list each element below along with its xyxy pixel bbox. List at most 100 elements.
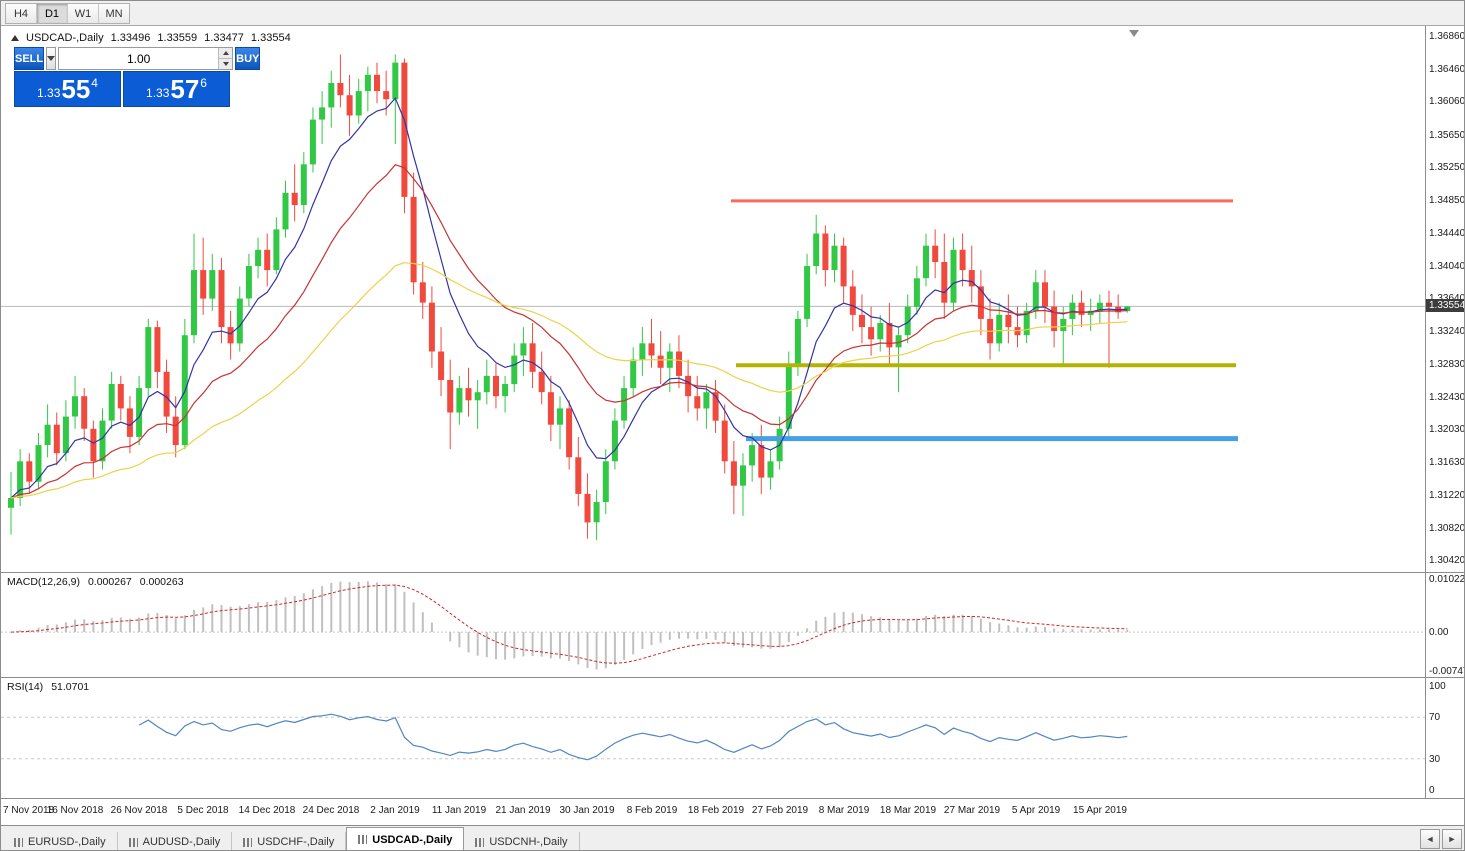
chart-icon xyxy=(128,837,138,847)
current-price-tag: 1.33554 xyxy=(1426,299,1464,312)
chart-title: USDCAD-,Daily 1.33496 1.33559 1.33477 1.… xyxy=(11,32,291,44)
chart-icon xyxy=(243,837,253,847)
main-chart-panel[interactable]: USDCAD-,Daily 1.33496 1.33559 1.33477 1.… xyxy=(1,26,1425,572)
tab-usdcnh-daily[interactable]: USDCNH-,Daily xyxy=(464,832,580,850)
buy-price-display[interactable]: 1.33 57 6 xyxy=(123,71,230,107)
macd-signal-line xyxy=(10,584,1128,664)
tab-usdcad-daily[interactable]: USDCAD-,Daily xyxy=(346,827,465,850)
date-axis-label: 5 Dec 2018 xyxy=(177,805,229,816)
rsi-name: RSI(14) xyxy=(7,681,44,693)
tab-label: AUDUSD-,Daily xyxy=(142,836,221,848)
tab-label: USDCNH-,Daily xyxy=(489,836,568,848)
price-axis-label: 1.33640 xyxy=(1429,293,1464,304)
sell-price-pip: 4 xyxy=(91,76,98,90)
rsi-axis-label: 30 xyxy=(1429,754,1441,765)
rsi-axis-label: 0 xyxy=(1429,785,1435,796)
date-axis-label: 16 Nov 2018 xyxy=(46,805,104,816)
date-axis-label: 14 Dec 2018 xyxy=(238,805,296,816)
tab-label: EURUSD-,Daily xyxy=(28,836,106,848)
rsi-axis-label: 70 xyxy=(1429,712,1441,723)
ohlc-close: 1.33554 xyxy=(250,32,291,44)
volume-step-up-button[interactable] xyxy=(218,48,233,58)
sell-button[interactable]: SELL xyxy=(14,47,45,70)
chart-shift-marker-icon[interactable] xyxy=(1129,30,1139,37)
chart-icon xyxy=(475,837,485,847)
buy-button[interactable]: BUY xyxy=(235,47,261,70)
price-axis-label: 1.30820 xyxy=(1429,523,1465,534)
tab-eurusd-daily[interactable]: EURUSD-,Daily xyxy=(3,832,118,850)
tab-scroll-buttons: ◄ ► xyxy=(1420,829,1464,850)
date-axis-label: 8 Mar 2019 xyxy=(818,805,870,816)
tab-scroll-left-button[interactable]: ◄ xyxy=(1420,829,1440,849)
date-axis-label: 21 Jan 2019 xyxy=(495,805,551,816)
date-axis-label: 5 Apr 2019 xyxy=(1011,805,1061,816)
buy-price-big: 57 xyxy=(170,74,200,104)
price-axis-label: 1.35250 xyxy=(1429,162,1465,173)
macd-canvas[interactable] xyxy=(1,573,1425,677)
volume-dropdown-button[interactable] xyxy=(46,47,57,70)
candles xyxy=(8,54,1131,541)
buy-price-base: 1.33 xyxy=(146,86,170,100)
panel-divider[interactable] xyxy=(1,572,1464,573)
tab-scroll-right-button[interactable]: ► xyxy=(1442,829,1462,849)
timeframe-button-h4[interactable]: H4 xyxy=(6,4,37,23)
timeframe-button-d1[interactable]: D1 xyxy=(37,4,68,23)
timeframe-button-w1[interactable]: W1 xyxy=(68,4,99,23)
price-axis-label: 1.32030 xyxy=(1429,424,1465,435)
moving-average-45 xyxy=(10,262,1128,499)
date-axis-label: 18 Mar 2019 xyxy=(879,805,937,816)
volume-field-wrap xyxy=(58,47,234,70)
one-click-trade-panel: SELL BUY 1.33 xyxy=(14,47,261,107)
ohlc-high: 1.33559 xyxy=(157,32,198,44)
rsi-line xyxy=(138,713,1128,761)
date-axis-label: 18 Feb 2019 xyxy=(687,805,745,816)
price-axis-label: 1.36860 xyxy=(1429,31,1465,42)
macd-signal-value: 0.000263 xyxy=(139,576,184,588)
moving-average-8 xyxy=(10,97,1128,499)
price-axis-label: 1.32430 xyxy=(1429,392,1465,403)
ohlc-open: 1.33496 xyxy=(110,32,151,44)
chart-tabs: EURUSD-,Daily AUDUSD-,Daily USDCHF-,Daily U… xyxy=(3,827,580,850)
date-axis-label: 15 Apr 2019 xyxy=(1073,805,1127,816)
volume-input[interactable] xyxy=(59,48,219,69)
panel-divider[interactable] xyxy=(1,677,1464,678)
timeframe-button-mn[interactable]: MN xyxy=(99,4,129,23)
macd-axis-label: 0.00 xyxy=(1429,627,1449,638)
date-axis-label: 24 Dec 2018 xyxy=(302,805,360,816)
macd-axis-label: -0.007477 xyxy=(1429,666,1464,677)
rsi-panel[interactable]: RSI(14) 51.0701 xyxy=(1,678,1425,798)
tab-usdchf-daily[interactable]: USDCHF-,Daily xyxy=(232,832,347,850)
macd-name: MACD(12,26,9) xyxy=(7,576,80,588)
trade-panel-collapse-icon[interactable] xyxy=(11,35,19,41)
volume-step-down-button[interactable] xyxy=(218,58,233,69)
price-axis-label: 1.33240 xyxy=(1429,326,1465,337)
price-chart-canvas[interactable] xyxy=(1,26,1425,572)
date-axis-label: 27 Mar 2019 xyxy=(943,805,1001,816)
date-axis-label: 11 Jan 2019 xyxy=(431,805,487,816)
chart-icon xyxy=(14,837,23,847)
panel-divider[interactable] xyxy=(1,798,1464,799)
top-toolbar: H4 D1 W1 MN xyxy=(1,1,1464,26)
rsi-canvas[interactable] xyxy=(1,678,1425,798)
tab-audusd-daily[interactable]: AUDUSD-,Daily xyxy=(118,832,233,850)
support-resistance-lines[interactable] xyxy=(731,199,1238,442)
price-axis-label: 1.34850 xyxy=(1429,195,1465,206)
volume-stepper xyxy=(218,48,233,69)
timeframe-button-group: H4 D1 W1 MN xyxy=(5,3,130,24)
chart-symbol-label: USDCAD-,Daily xyxy=(26,32,104,44)
sell-price-big: 55 xyxy=(61,74,91,104)
macd-panel[interactable]: MACD(12,26,9) 0.000267 0.000263 xyxy=(1,573,1425,677)
price-axis-label: 1.36460 xyxy=(1429,64,1465,75)
sell-price-display[interactable]: 1.33 55 4 xyxy=(14,71,121,107)
date-axis-label: 2 Jan 2019 xyxy=(370,805,420,816)
price-axis-label: 1.32830 xyxy=(1429,359,1465,370)
date-axis-label: 26 Nov 2018 xyxy=(110,805,168,816)
date-axis-label: 8 Feb 2019 xyxy=(626,805,678,816)
tab-label: USDCHF-,Daily xyxy=(257,836,335,848)
triangle-down-icon xyxy=(222,62,229,66)
date-axis-label: 7 Nov 2018 xyxy=(3,805,55,816)
macd-value: 0.000267 xyxy=(87,576,132,588)
date-axis-label: 30 Jan 2019 xyxy=(559,805,615,816)
date-axis: 7 Nov 2018 16 Nov 2018 26 Nov 2018 5 Dec 20… xyxy=(1,799,1425,825)
